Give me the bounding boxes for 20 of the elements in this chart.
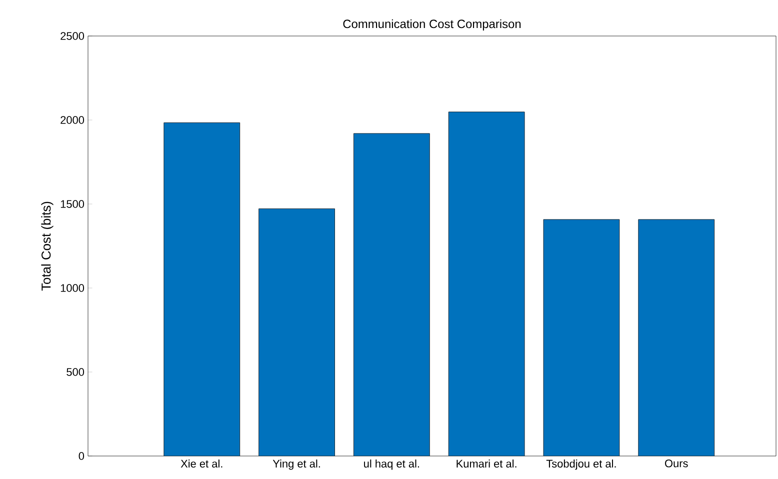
bar: [448, 112, 525, 456]
bar: [544, 219, 620, 456]
y-tick-label: 2000: [60, 116, 84, 124]
y-tick-label: 1000: [60, 284, 84, 292]
bar: [638, 219, 715, 456]
chart-title: Communication Cost Comparison: [343, 19, 521, 30]
x-tick-label: Kumari et al.: [456, 460, 516, 468]
bar: [164, 122, 240, 456]
x-tick-label: Xie et al.: [180, 460, 222, 468]
y-tick-label: 0: [78, 452, 84, 460]
y-tick-label: 1500: [60, 200, 84, 208]
y-tick-label: 500: [66, 368, 84, 376]
bar: [258, 208, 335, 456]
y-axis-title: Total Cost (bits): [41, 202, 54, 291]
bar: [354, 133, 430, 456]
x-tick-label: Tsobdjou et al.: [546, 460, 616, 470]
y-tick-label: 2500: [60, 32, 84, 40]
x-tick-label: Ying et al.: [272, 460, 320, 470]
x-tick-label: Ours: [665, 460, 688, 468]
x-tick-label: ul haq et al.: [364, 460, 419, 470]
